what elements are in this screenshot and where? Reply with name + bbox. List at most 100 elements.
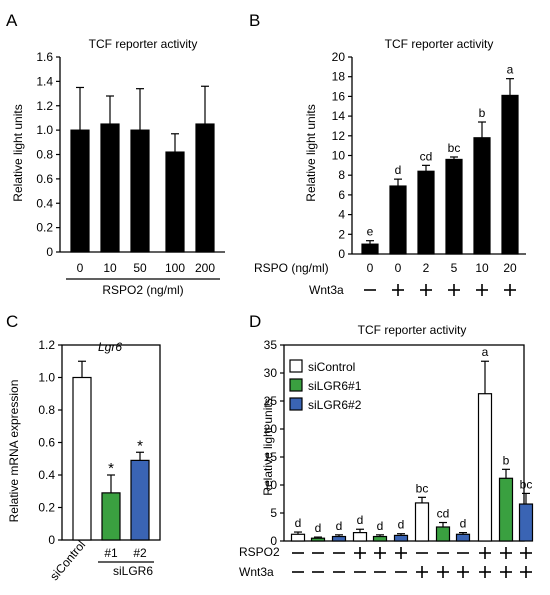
panel-b-ytick-label: 16 [332,89,346,103]
panel-d-letter: b [503,453,510,467]
panel-d-bar [393,534,409,542]
panel-d-letter: d [315,521,322,535]
panel-d-bar [352,531,368,542]
panel-d-legend-label: siControl [308,360,355,374]
panel-d-ytick-label: 25 [264,394,278,408]
panel-b-category-label: 10 [475,261,489,275]
panel-c-significance: * [108,460,114,477]
panel-c-category-label: #2 [133,546,147,560]
panel-b-category-label: 0 [367,261,374,275]
panel-a-ytick-label: 0.6 [36,172,53,186]
panel-b-letter: b [479,106,486,120]
panel-b-ytick-label: 8 [338,168,345,182]
panel-c-chart: Lgr6 Relative mRNA expression siLGR6 0 0.… [7,338,161,583]
panel-b-ytick-label: 18 [332,70,346,84]
panel-a-ytick-label: 1.0 [36,123,53,137]
panel-b-letter: e [367,225,374,239]
panel-b-letter: cd [420,149,433,163]
panel-c-ytick-label: 0.2 [38,501,55,515]
panel-b-category-label: 2 [423,261,430,275]
panel-d-letter: d [295,516,302,530]
panel-d-bar [477,393,493,542]
panel-d-legend-label: siLGR6#1 [308,379,362,393]
panel-b-bar [501,94,519,255]
panel-d-letter: d [398,518,405,532]
panel-c-ytick-label: 0 [48,533,55,547]
panel-a-bar [100,123,120,253]
panel-a-bar [165,151,185,253]
panel-d-bar [290,533,306,542]
panel-a-category-label: 200 [195,261,215,275]
panel-c-ytick-label: 0.6 [38,436,55,450]
panel-d-legend-swatch [289,397,303,411]
panel-label-b: B [249,11,260,30]
panel-b-ytick-label: 10 [332,149,346,163]
panel-a-title: TCF reporter activity [89,37,198,51]
panel-c-significance: * [137,437,143,454]
panel-a-category-label: 100 [165,261,185,275]
panel-d-ytick-label: 5 [270,506,277,520]
panel-b-bar [361,243,379,255]
panel-d-letter: d [336,519,343,533]
panel-b-plot: 0 2 4 6 8 10 12 14 16 18 20 e 0 d 0 cd 2 bc 5 b 10 a 20 [332,50,526,296]
panel-c-ytick-label: 1.0 [38,371,55,385]
panel-a-ytick-label: 0.4 [36,196,53,210]
panel-c-plot: 00.20.40.60.81.01.2**siControl #1 #2 [38,338,161,583]
panel-a-chart: TCF reporter activity Relative light uni… [11,37,225,297]
panel-d-bar [498,477,514,542]
panel-a-xlabel: RSPO2 (ng/ml) [102,283,183,297]
panel-d-letter: bc [520,477,533,491]
panel-d-ylabel: Relative light units [261,398,275,495]
panel-b-ytick-label: 0 [338,247,345,261]
panel-b-ytick-label: 6 [338,188,345,202]
panel-c-category-label: #1 [104,546,118,560]
panel-d-chart: TCF reporter activity Relative light uni… [239,323,534,579]
panel-c-ytick-label: 1.2 [38,338,55,352]
panel-d-bar [372,535,388,542]
panel-d-letter: a [482,345,489,359]
panel-a-bar [130,129,150,253]
panel-d-ytick-label: 35 [264,338,278,352]
panel-c-group-label: siLGR6 [113,564,153,578]
panel-a-bar [195,123,215,253]
panel-d-legend-label: siLGR6#2 [308,398,362,412]
panel-label-c: C [6,312,18,331]
panel-b-ytick-label: 14 [332,109,346,123]
panel-d-ytick-label: 30 [264,366,278,380]
panel-d-ytick-label: 15 [264,450,278,464]
panel-d-bar [455,533,471,542]
panel-b-bar [417,170,435,255]
panel-d-ytick-label: 20 [264,422,278,436]
panel-d-title: TCF reporter activity [358,323,467,337]
panel-c-ytick-label: 0.8 [38,403,55,417]
panel-b-ytick-label: 2 [338,227,345,241]
panel-d-legend-swatch [289,359,303,373]
panel-c-ytick-label: 0.4 [38,468,55,482]
panel-b-bar [445,158,463,255]
panel-c-title: Lgr6 [98,340,122,354]
panel-d-bar [331,535,347,542]
panel-c-ylabel: Relative mRNA expression [7,380,21,523]
panel-c-bar [72,376,92,541]
panel-d-bar [518,503,534,542]
panel-b-bar [473,137,491,255]
panel-a-ytick-label: 0.8 [36,148,53,162]
panel-a-ytick-label: 1.6 [36,50,53,64]
panel-d-ytick-label: 10 [264,478,278,492]
panel-c-bar [130,459,150,541]
panel-a-ylabel: Relative light units [11,104,25,201]
panel-a-category-label: 50 [133,261,147,275]
panel-a-category-label: 10 [103,261,117,275]
panel-d-row-label-rspo2: RSPO2 [239,545,280,559]
panel-b-category-label: 5 [451,261,458,275]
panel-b-chart: TCF reporter activity Relative light uni… [254,37,526,297]
panel-d-legend: siControl siLGR6#1 siLGR6#2 [289,359,362,412]
panel-a-ytick-label: 1.2 [36,99,53,113]
panel-b-ytick-label: 4 [338,208,345,222]
panel-label-a: A [6,11,18,30]
panel-b-letter: bc [448,141,461,155]
panel-d-letter: cd [437,507,450,521]
panel-a-ytick-label: 0 [46,245,53,259]
panel-d-row-label-wnt3a: Wnt3a [239,565,274,579]
